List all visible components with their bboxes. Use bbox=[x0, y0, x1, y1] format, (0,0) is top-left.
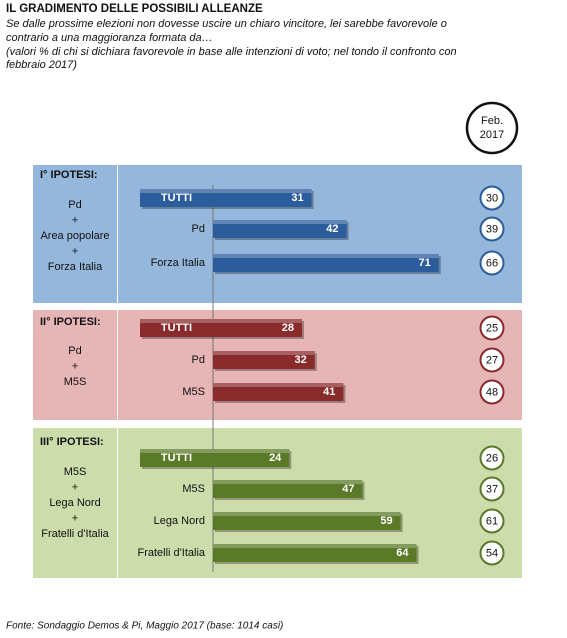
bar-highlight bbox=[213, 480, 363, 484]
category-label: Pd bbox=[192, 223, 205, 235]
category-label: TUTTI bbox=[161, 322, 192, 334]
group-description: Lega Nord bbox=[49, 497, 100, 509]
group-description: M5S bbox=[64, 376, 87, 388]
group-description: + bbox=[72, 214, 78, 226]
value-label: 59 bbox=[380, 515, 392, 527]
bar-highlight bbox=[213, 254, 439, 258]
comparison-header: 2017 bbox=[480, 129, 504, 141]
value-label: 64 bbox=[396, 547, 409, 559]
comparison-badge bbox=[465, 101, 519, 155]
previous-value: 66 bbox=[486, 257, 498, 269]
panel-background bbox=[33, 165, 117, 303]
previous-badge bbox=[479, 185, 505, 211]
value-label: 41 bbox=[323, 386, 335, 398]
category-label: Lega Nord bbox=[154, 515, 205, 527]
bar bbox=[140, 319, 303, 337]
previous-value: 27 bbox=[486, 354, 498, 366]
group-description: Pd bbox=[68, 345, 81, 357]
group-label: I° IPOTESI: bbox=[40, 169, 98, 181]
group-label: II° IPOTESI: bbox=[40, 316, 101, 328]
value-label: 32 bbox=[295, 354, 307, 366]
bar bbox=[213, 480, 363, 498]
comparison-header: Feb. bbox=[481, 115, 503, 127]
group-description: Fratelli d'Italia bbox=[41, 528, 109, 540]
bar-highlight bbox=[213, 512, 401, 516]
previous-badge bbox=[479, 445, 505, 471]
previous-badge bbox=[479, 540, 505, 566]
source: Fonte: Sondaggio Demos & Pi, Maggio 2017… bbox=[6, 621, 283, 632]
value-label: 28 bbox=[282, 322, 294, 334]
bar-highlight bbox=[140, 189, 312, 193]
bar-highlight bbox=[140, 319, 303, 323]
category-label: Pd bbox=[192, 354, 205, 366]
group-label: III° IPOTESI: bbox=[40, 436, 104, 448]
previous-value: 25 bbox=[486, 322, 498, 334]
value-label: 47 bbox=[342, 483, 354, 495]
group-description: M5S bbox=[64, 466, 87, 478]
category-label: TUTTI bbox=[161, 192, 192, 204]
group-description: Area popolare bbox=[40, 230, 109, 242]
previous-value: 26 bbox=[486, 452, 498, 464]
bar-highlight bbox=[213, 351, 315, 355]
previous-value: 61 bbox=[486, 515, 498, 527]
previous-badge bbox=[479, 347, 505, 373]
group-description: + bbox=[72, 481, 78, 493]
category-label: Forza Italia bbox=[151, 257, 206, 269]
bar-highlight bbox=[213, 544, 417, 548]
group-description: + bbox=[72, 245, 78, 257]
note: (valori % di chi si dichiara favorevole … bbox=[6, 46, 457, 58]
previous-badge bbox=[479, 216, 505, 242]
category-label: M5S bbox=[182, 386, 205, 398]
value-label: 42 bbox=[326, 223, 338, 235]
bar-highlight bbox=[140, 449, 290, 453]
chart-title: IL GRADIMENTO DELLE POSSIBILI ALLEANZE bbox=[6, 3, 263, 15]
previous-badge bbox=[479, 250, 505, 276]
group-description: Forza Italia bbox=[48, 261, 103, 273]
bar-highlight bbox=[213, 383, 344, 387]
group-description: + bbox=[72, 360, 78, 372]
category-label: TUTTI bbox=[161, 452, 192, 464]
previous-badge bbox=[479, 508, 505, 534]
previous-badge bbox=[479, 476, 505, 502]
bar bbox=[213, 351, 315, 369]
value-label: 31 bbox=[291, 192, 303, 204]
previous-badge bbox=[479, 315, 505, 341]
bar bbox=[213, 383, 344, 401]
previous-value: 48 bbox=[486, 386, 498, 398]
previous-value: 39 bbox=[486, 223, 498, 235]
value-label: 24 bbox=[269, 452, 282, 464]
panel-background bbox=[33, 310, 117, 420]
group-description: Pd bbox=[68, 199, 81, 211]
subtitle: contrario a una maggioranza formata da… bbox=[6, 32, 213, 44]
previous-value: 37 bbox=[486, 483, 498, 495]
value-label: 71 bbox=[419, 257, 431, 269]
group-description: + bbox=[72, 512, 78, 524]
category-label: Fratelli d'Italia bbox=[137, 547, 205, 559]
bar bbox=[213, 544, 417, 562]
previous-value: 54 bbox=[486, 547, 498, 559]
category-label: M5S bbox=[182, 483, 205, 495]
bar bbox=[213, 254, 439, 272]
previous-value: 30 bbox=[486, 192, 498, 204]
subtitle: Se dalle prossime elezioni non dovesse u… bbox=[6, 18, 447, 30]
bar bbox=[140, 449, 290, 467]
panel-background bbox=[33, 428, 117, 578]
note: febbraio 2017) bbox=[6, 59, 77, 71]
bar bbox=[140, 189, 312, 207]
bar-highlight bbox=[213, 220, 347, 224]
bar bbox=[213, 220, 347, 238]
bar bbox=[213, 512, 401, 530]
previous-badge bbox=[479, 379, 505, 405]
